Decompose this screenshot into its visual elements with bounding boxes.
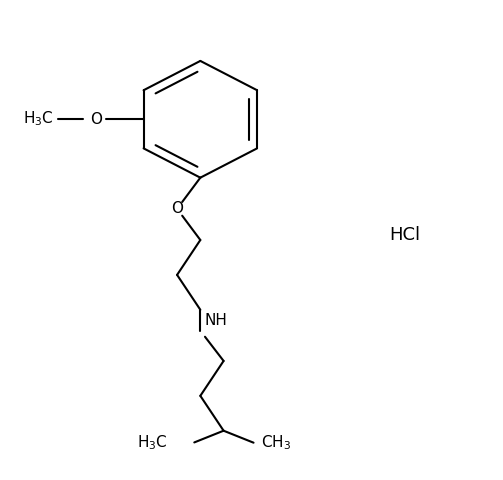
Text: H$_3$C: H$_3$C xyxy=(23,110,54,129)
Text: HCl: HCl xyxy=(389,227,421,244)
Text: O: O xyxy=(90,111,102,127)
Text: H$_3$C: H$_3$C xyxy=(137,433,168,452)
Text: NH: NH xyxy=(205,312,228,327)
Text: O: O xyxy=(171,201,183,216)
Text: CH$_3$: CH$_3$ xyxy=(261,433,291,452)
